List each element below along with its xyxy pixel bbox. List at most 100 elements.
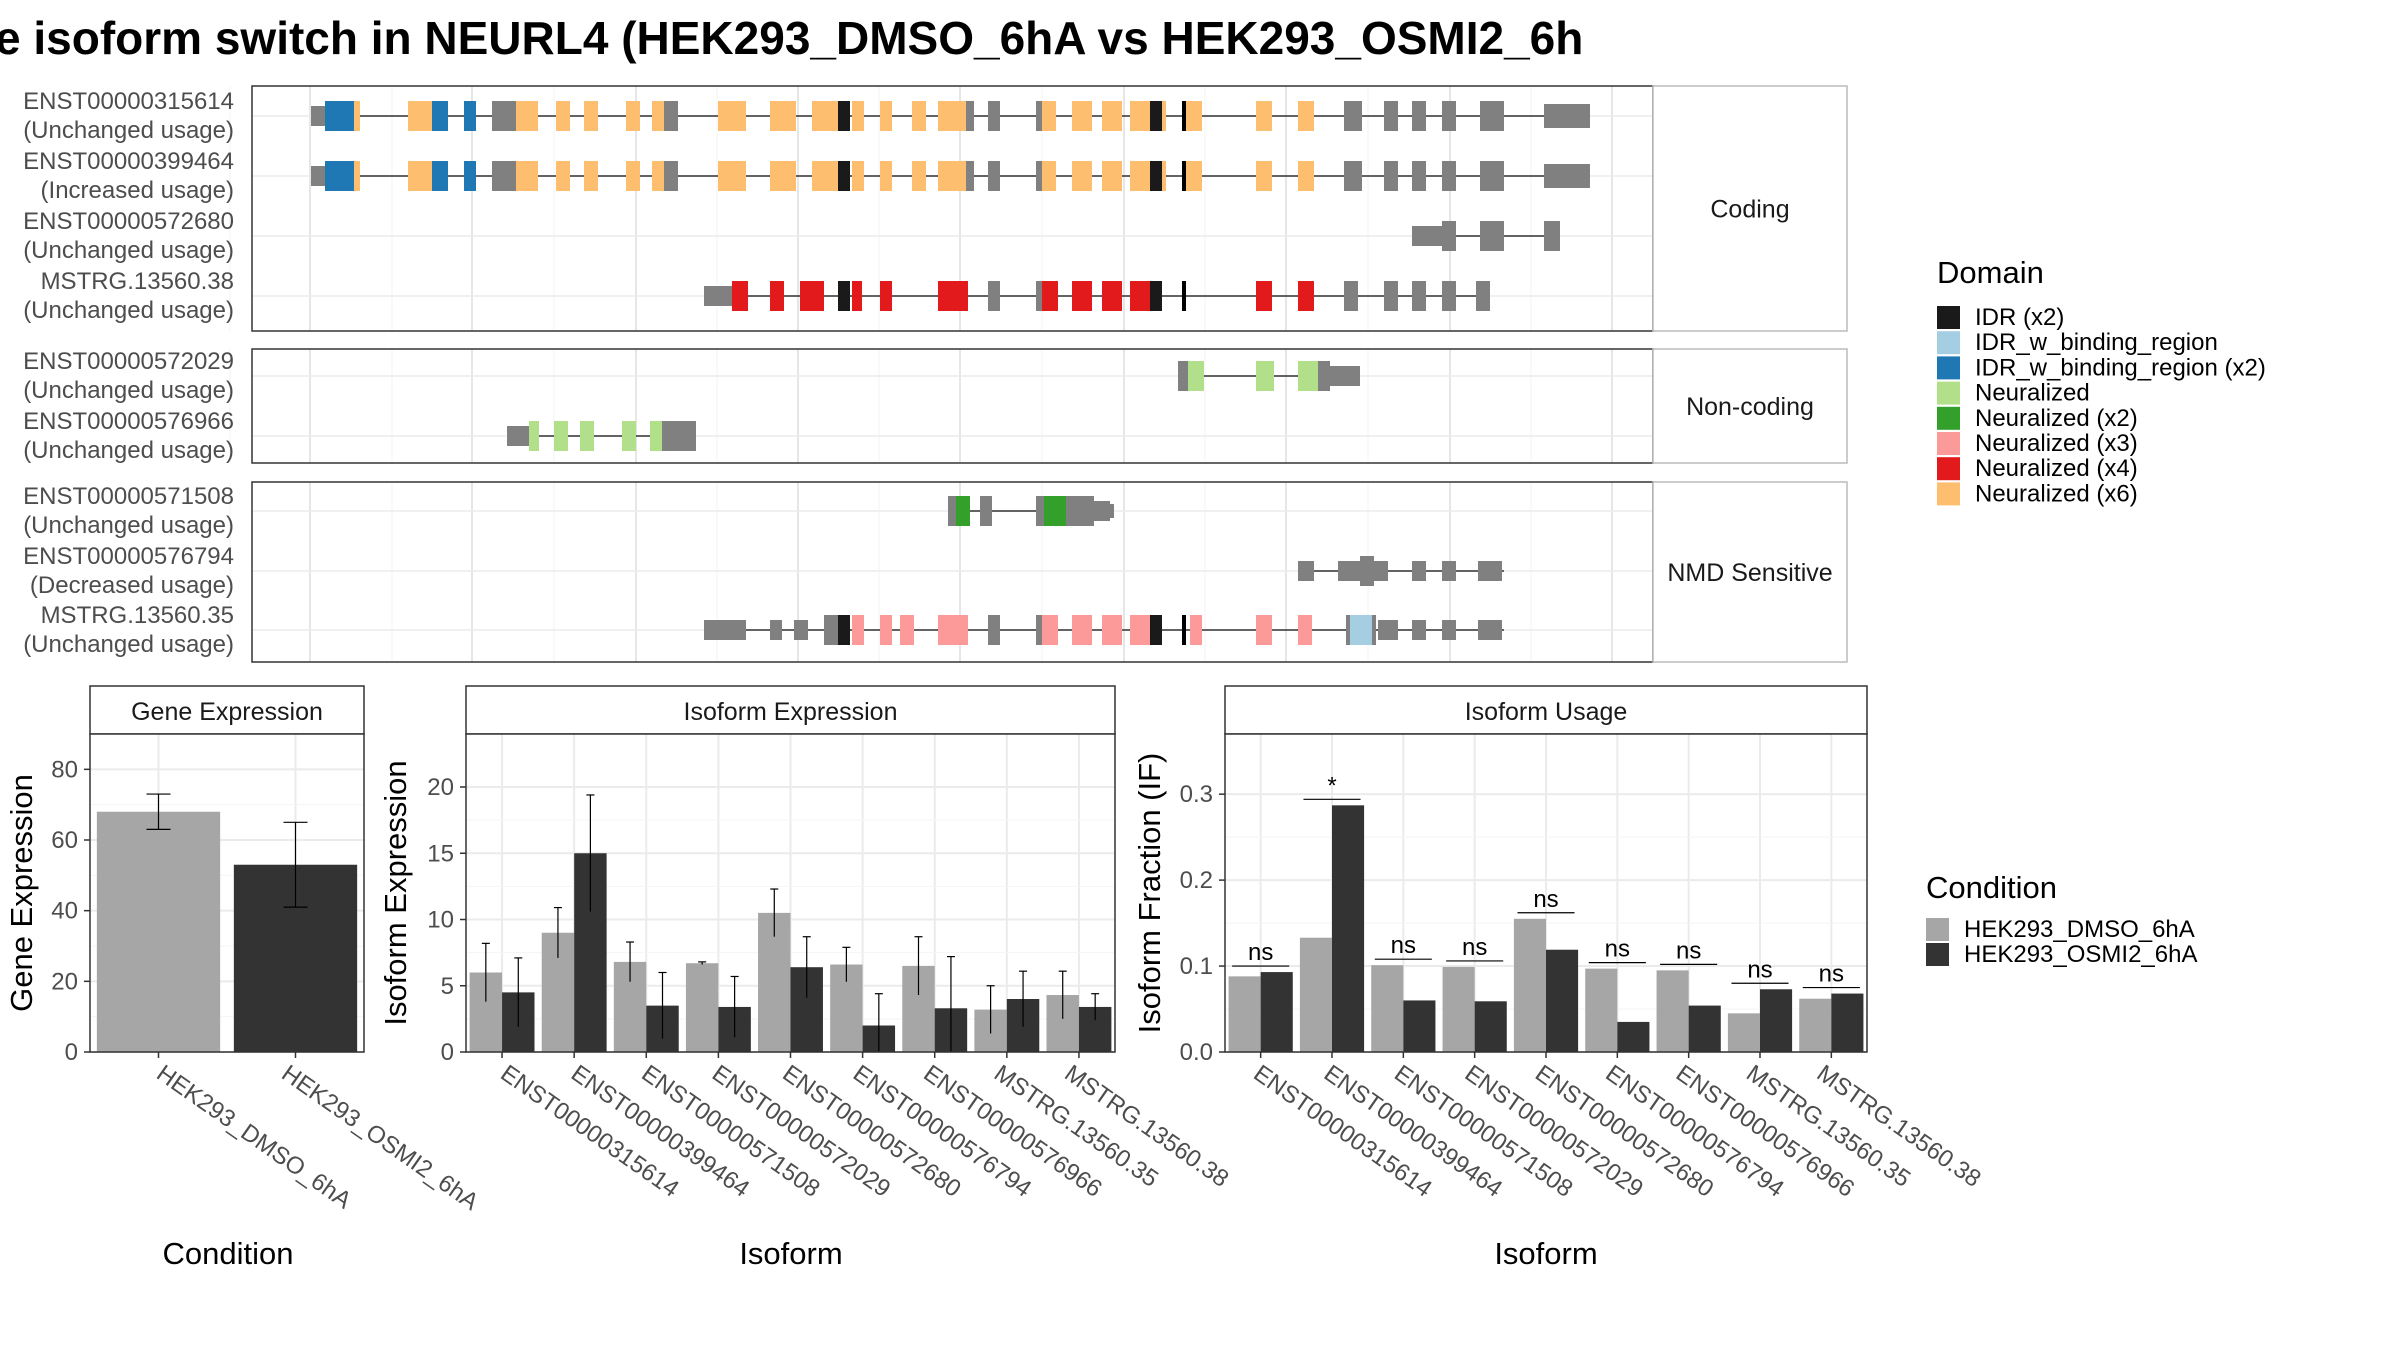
legends: Domain IDR (x2)IDR_w_binding_regionIDR_w_… <box>1926 255 2266 968</box>
bar <box>1656 970 1689 1052</box>
transcript-model <box>1298 556 1504 586</box>
exon <box>880 101 892 131</box>
exon <box>1178 361 1188 391</box>
exon <box>1442 221 1456 251</box>
exon <box>1130 615 1150 645</box>
exon <box>1150 281 1162 311</box>
y-tick-label: 15 <box>427 840 454 867</box>
exon <box>1372 615 1376 645</box>
exon <box>516 101 538 131</box>
exon <box>1442 281 1456 311</box>
exon <box>556 101 570 131</box>
legend-key <box>1926 918 1949 941</box>
exon <box>1298 615 1312 645</box>
exon <box>1544 221 1560 251</box>
exon <box>1186 101 1202 131</box>
legend-key <box>1937 482 1960 506</box>
exon <box>1442 161 1456 191</box>
exon <box>718 161 746 191</box>
exon <box>1150 161 1162 191</box>
exon <box>529 421 539 451</box>
bar <box>1760 989 1793 1052</box>
exon <box>838 161 850 191</box>
strip <box>1652 481 1848 663</box>
exon <box>900 615 914 645</box>
y-tick-label: 60 <box>51 827 78 854</box>
bar <box>1332 805 1365 1052</box>
exon <box>980 496 992 526</box>
exon <box>1102 281 1122 311</box>
exon <box>1384 281 1398 311</box>
significance-label: ns <box>1747 956 1772 983</box>
exon <box>408 161 432 191</box>
isoform-usage-label: (Increased usage) <box>41 177 234 204</box>
exon <box>1072 161 1092 191</box>
exon <box>652 101 664 131</box>
exon <box>626 101 640 131</box>
exon <box>1162 161 1166 191</box>
significance-label: * <box>1327 772 1336 799</box>
bar <box>1617 1021 1650 1052</box>
exon <box>432 161 448 191</box>
exon <box>838 615 850 645</box>
y-tick-label: 20 <box>51 968 78 995</box>
legend-key <box>1937 356 1960 380</box>
exon <box>938 101 966 131</box>
panel-strip <box>1224 685 1868 735</box>
exon <box>912 101 926 131</box>
exon <box>354 161 360 191</box>
y-axis-title: Isoform Fraction (IF) <box>1132 753 1167 1034</box>
bar-chart: Isoform Expression05101520ENST0000031561… <box>378 685 1233 1271</box>
legend-label: Neuralized (x6) <box>1975 480 2138 507</box>
utr-exon <box>1298 561 1314 581</box>
panel-strip <box>89 685 365 735</box>
utr-exon <box>1478 561 1502 581</box>
bar-charts: Gene Expression020406080HEK293_DMSO_6hAH… <box>4 685 1986 1271</box>
exon <box>580 421 594 451</box>
exon <box>1042 161 1056 191</box>
exon <box>1256 615 1272 645</box>
utr-exon <box>1412 620 1426 640</box>
y-tick-label: 20 <box>427 774 454 801</box>
bar-chart: Isoform Usage 0.0 0.1 0.2 0.3 ns * ns ns ns ns ns ns… <box>1132 685 1986 1271</box>
exon <box>1074 496 1094 526</box>
y-tick-label: 0 <box>441 1039 454 1066</box>
utr-exon <box>770 620 782 640</box>
exon <box>1256 101 1272 131</box>
exon <box>1186 161 1202 191</box>
exon <box>1162 101 1166 131</box>
exon <box>1130 161 1150 191</box>
bar <box>1799 998 1832 1052</box>
exon <box>354 101 360 131</box>
exon <box>770 161 796 191</box>
utr-exon <box>794 620 808 640</box>
exon <box>1150 101 1162 131</box>
exon <box>1256 281 1272 311</box>
legend-key <box>1937 432 1960 455</box>
exon <box>1042 281 1058 311</box>
y-tick-label: 10 <box>427 907 454 934</box>
utr-exon <box>1412 561 1426 581</box>
exon <box>325 161 354 191</box>
y-axis-title: Isoform Expression <box>378 760 413 1025</box>
exon <box>988 615 1000 645</box>
isoform-id-label: ENST00000576966 <box>23 408 234 435</box>
bar <box>685 963 719 1052</box>
x-axis-title: Isoform <box>739 1236 842 1271</box>
exon <box>325 101 354 131</box>
condition-legend-title: Condition <box>1926 870 2057 905</box>
isoform-usage-label: (Unchanged usage) <box>23 237 234 264</box>
y-tick-label: 80 <box>51 756 78 783</box>
bar <box>1727 1013 1760 1052</box>
exon <box>1344 281 1358 311</box>
legend-key <box>1937 406 1960 430</box>
legend-key <box>1937 306 1960 329</box>
transcript-model <box>704 615 1504 645</box>
utr-exon <box>1478 620 1502 640</box>
legend-key <box>1937 331 1960 355</box>
exon <box>824 615 838 645</box>
utr-exon <box>1412 226 1442 246</box>
